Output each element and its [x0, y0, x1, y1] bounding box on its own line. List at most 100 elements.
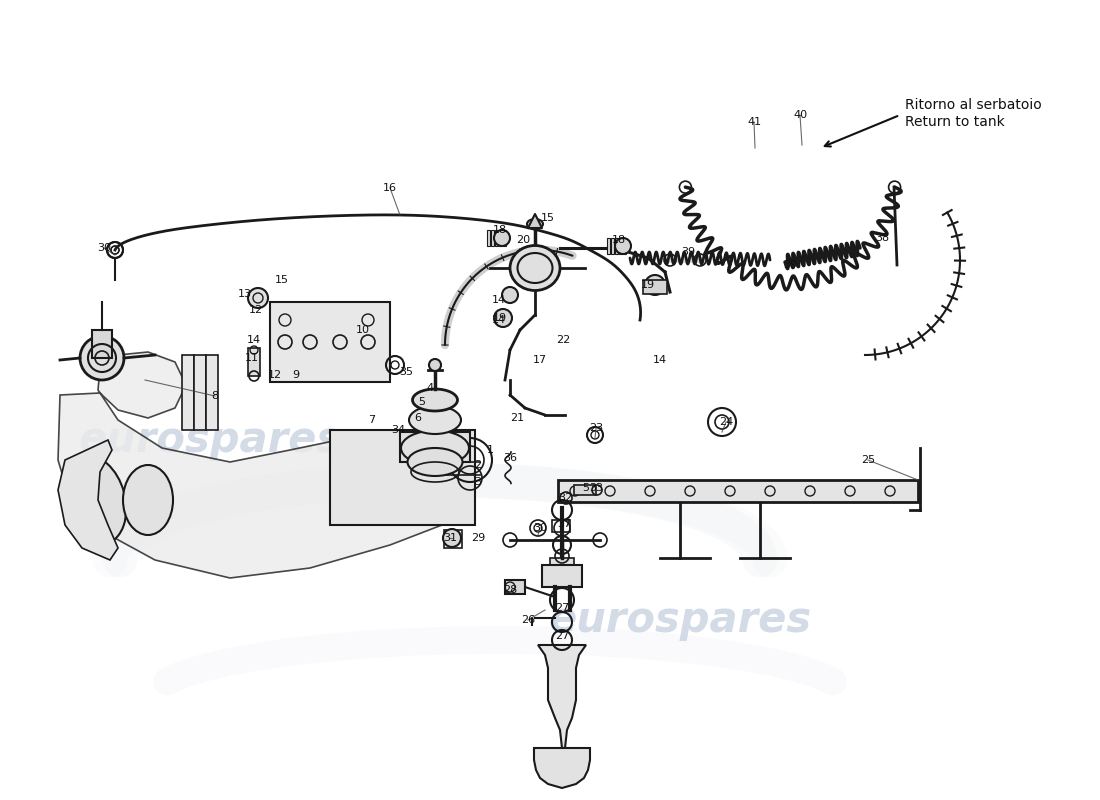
Bar [248, 348, 260, 376]
Bar [194, 355, 206, 430]
Text: 35: 35 [399, 367, 412, 377]
Text: 40: 40 [793, 110, 807, 120]
Text: 14: 14 [653, 355, 667, 365]
Text: 13: 13 [238, 289, 252, 299]
Bar [503, 230, 506, 246]
Circle shape [494, 309, 512, 327]
Text: 41: 41 [747, 117, 761, 127]
Circle shape [429, 359, 441, 371]
Circle shape [248, 288, 268, 308]
Polygon shape [58, 352, 468, 578]
Bar [574, 485, 596, 495]
Bar [400, 432, 470, 462]
Ellipse shape [409, 406, 461, 434]
Bar [270, 302, 390, 382]
Text: 26: 26 [521, 615, 535, 625]
Text: 9: 9 [293, 370, 299, 380]
Bar [487, 230, 490, 246]
Bar [619, 238, 622, 254]
Text: 14: 14 [246, 335, 261, 345]
Bar [542, 565, 582, 587]
Ellipse shape [402, 430, 469, 466]
Circle shape [502, 287, 518, 303]
Text: 25: 25 [861, 455, 876, 465]
Text: 30: 30 [534, 523, 547, 533]
Text: 14: 14 [492, 295, 506, 305]
Ellipse shape [510, 246, 560, 290]
Text: 16: 16 [383, 183, 397, 193]
Ellipse shape [64, 456, 126, 544]
Text: 29: 29 [471, 533, 485, 543]
Text: 39: 39 [681, 247, 695, 257]
Bar [330, 430, 475, 525]
Text: 37: 37 [557, 519, 571, 529]
Text: 32: 32 [558, 493, 572, 503]
Circle shape [615, 238, 631, 254]
Text: 8: 8 [211, 391, 219, 401]
Ellipse shape [527, 219, 543, 229]
Ellipse shape [123, 465, 173, 535]
Text: 39: 39 [783, 260, 798, 270]
Bar [505, 580, 525, 594]
Text: 36: 36 [503, 453, 517, 463]
Bar [444, 530, 462, 548]
Text: 21: 21 [510, 413, 524, 423]
Bar [644, 280, 667, 294]
Polygon shape [534, 748, 590, 788]
Text: 14: 14 [492, 315, 506, 325]
Text: 38: 38 [874, 233, 889, 243]
Text: 11: 11 [245, 353, 258, 363]
Text: 22: 22 [556, 335, 570, 345]
Bar [615, 238, 618, 254]
Ellipse shape [407, 448, 462, 476]
Text: 12: 12 [249, 305, 263, 315]
Bar [607, 238, 610, 254]
Polygon shape [528, 214, 542, 228]
Bar [92, 330, 112, 358]
Bar [550, 558, 574, 570]
Text: 4: 4 [427, 383, 433, 393]
Text: 27: 27 [554, 603, 569, 613]
Text: Return to tank: Return to tank [905, 115, 1004, 129]
Circle shape [80, 336, 124, 380]
Text: 10: 10 [356, 325, 370, 335]
Polygon shape [58, 440, 118, 560]
Circle shape [443, 529, 461, 547]
Text: 23: 23 [588, 423, 603, 433]
Bar [206, 355, 218, 430]
Text: 5: 5 [418, 397, 426, 407]
Polygon shape [538, 645, 586, 748]
Bar [552, 520, 570, 532]
Circle shape [645, 275, 665, 295]
Bar [491, 230, 494, 246]
Text: 27: 27 [554, 631, 569, 641]
Text: 34: 34 [390, 425, 405, 435]
Text: eurospares: eurospares [549, 599, 812, 641]
Text: 17: 17 [532, 355, 547, 365]
Text: 12: 12 [268, 370, 282, 380]
Text: 20: 20 [516, 235, 530, 245]
Text: 7: 7 [368, 415, 375, 425]
Bar [558, 480, 918, 502]
Bar [499, 230, 502, 246]
Text: 28: 28 [503, 585, 517, 595]
Bar [495, 230, 498, 246]
Bar [623, 238, 626, 254]
Text: Ritorno al serbatoio: Ritorno al serbatoio [905, 98, 1042, 112]
Circle shape [494, 230, 510, 246]
Text: 1: 1 [486, 445, 494, 455]
Text: 18: 18 [493, 225, 507, 235]
Text: 19: 19 [641, 280, 656, 290]
Text: 31: 31 [443, 533, 456, 543]
Polygon shape [340, 437, 475, 524]
Bar [182, 355, 194, 430]
Text: 15: 15 [275, 275, 289, 285]
Text: 5: 5 [583, 483, 590, 493]
Ellipse shape [412, 389, 458, 411]
Text: 3: 3 [474, 477, 482, 487]
Bar [610, 238, 614, 254]
Text: 15: 15 [541, 213, 556, 223]
Text: 33: 33 [588, 483, 603, 493]
Text: 6: 6 [415, 413, 421, 423]
Text: eurospares: eurospares [78, 419, 342, 461]
